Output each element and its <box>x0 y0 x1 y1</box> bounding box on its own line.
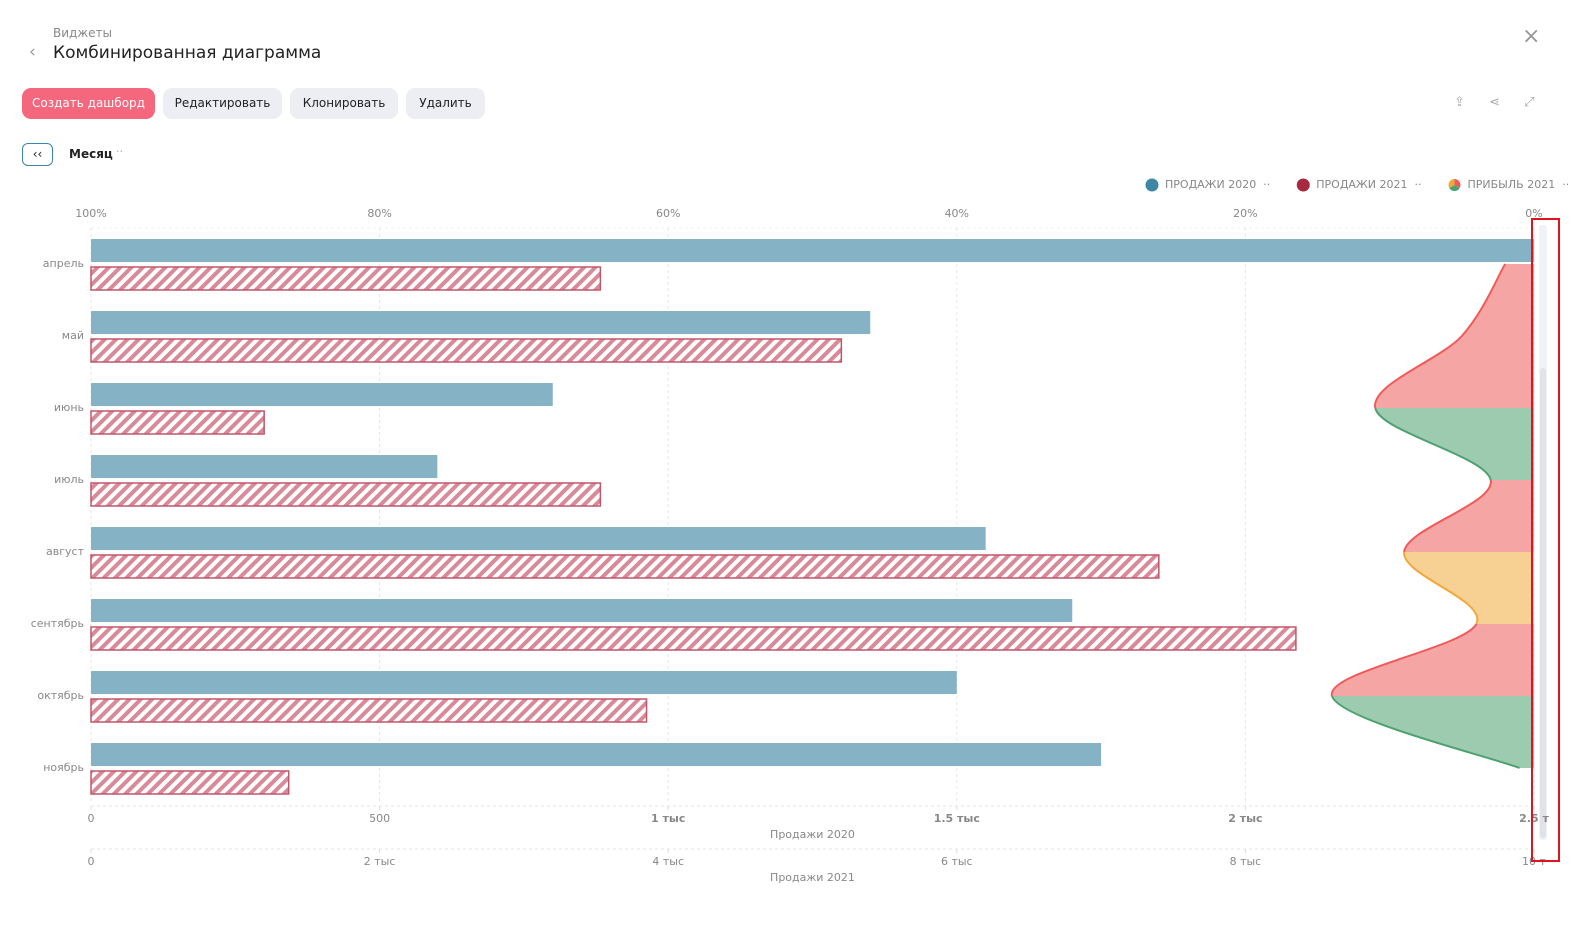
breadcrumb[interactable]: Виджеты <box>53 26 112 40</box>
top-tick-label: 100% <box>75 207 106 220</box>
y-tick-label: июль <box>54 473 84 486</box>
bar <box>90 482 602 507</box>
top-tick-label: 60% <box>656 207 680 220</box>
filter-label[interactable]: Месяц <box>69 147 113 161</box>
bar <box>91 239 1534 262</box>
bar <box>91 311 871 334</box>
bar <box>90 338 843 363</box>
y-tick-label: август <box>46 545 85 558</box>
legend-label: ПРИБЫЛЬ 2021 <box>1468 178 1556 191</box>
area-segment <box>1375 336 1534 408</box>
legend-swatch <box>1145 178 1159 192</box>
x-tick-label: 6 тыс <box>941 855 973 868</box>
back-icon[interactable]: ‹ <box>29 42 36 62</box>
y-tick-label: сентябрь <box>31 617 84 630</box>
area-segment <box>1404 552 1534 624</box>
y-tick-label: апрель <box>43 257 84 270</box>
share-icon[interactable]: ⋖ <box>1489 95 1500 110</box>
x-tick-label: 0 <box>88 812 95 825</box>
clone-button[interactable]: Клонировать <box>290 88 398 119</box>
bar <box>91 599 1073 622</box>
legend-swatch <box>1454 179 1461 188</box>
area-segment <box>1375 408 1534 480</box>
fullscreen-icon[interactable]: ⤢ <box>1524 95 1535 110</box>
area-segment <box>1461 264 1534 336</box>
highlight-box <box>1531 218 1560 862</box>
legend-dots: ·· <box>1263 178 1270 191</box>
bar <box>90 698 648 723</box>
legend-swatch <box>1296 178 1310 192</box>
bar <box>91 527 986 550</box>
collapse-button[interactable]: ‹‹ <box>22 143 53 166</box>
x-tick-label: 1 тыс <box>651 812 685 825</box>
area-outline <box>1374 335 1463 409</box>
x-tick-label: 8 тыс <box>1230 855 1262 868</box>
legend-label: ПРОДАЖИ 2021 <box>1316 178 1407 191</box>
legend-swatch <box>1448 179 1455 188</box>
bar <box>90 410 265 435</box>
bar <box>90 554 1160 579</box>
export-icon[interactable]: ⇪ <box>1454 95 1465 110</box>
area-segment <box>1404 480 1534 552</box>
area-outline <box>1403 551 1479 625</box>
bar <box>90 626 1297 651</box>
x-tick-label: 2 тыс <box>364 855 396 868</box>
bar <box>90 770 290 795</box>
bar <box>91 455 438 478</box>
x-tick-label: 0 <box>88 855 95 868</box>
area-segment <box>1331 624 1534 696</box>
x-tick-label: 1.5 тыс <box>934 812 980 825</box>
top-tick-label: 80% <box>367 207 391 220</box>
filter-dots[interactable]: ·· <box>116 145 123 158</box>
area-outline <box>1403 479 1492 553</box>
legend-dots: ·· <box>1415 178 1422 191</box>
area-outline <box>1461 263 1506 337</box>
x-tick-label: 2 тыс <box>1228 812 1262 825</box>
legend-label: ПРОДАЖИ 2020 <box>1165 178 1256 191</box>
x-tick-label: 4 тыс <box>652 855 684 868</box>
bar <box>90 266 602 291</box>
top-tick-label: 20% <box>1233 207 1257 220</box>
y-tick-label: май <box>62 329 84 342</box>
bar <box>91 383 553 406</box>
area-outline <box>1374 407 1492 481</box>
area-outline <box>1331 695 1520 769</box>
top-tick-label: 40% <box>945 207 969 220</box>
page-title: Комбинированная диаграмма <box>53 43 322 63</box>
area-outline <box>1330 623 1478 697</box>
legend-dots: ·· <box>1562 178 1569 191</box>
y-tick-label: октябрь <box>37 689 84 702</box>
axis-title: Продажи 2021 <box>770 871 855 884</box>
area-segment <box>1331 696 1534 768</box>
close-icon[interactable]: × <box>1522 24 1541 49</box>
scrollbar-thumb[interactable] <box>1540 368 1546 838</box>
x-tick-label: 2.5 т <box>1519 812 1549 825</box>
y-tick-label: ноябрь <box>43 761 84 774</box>
legend-swatch <box>1449 185 1460 192</box>
bar <box>91 743 1102 766</box>
bar <box>91 671 957 694</box>
y-tick-label: июнь <box>54 401 84 414</box>
x-tick-label: 500 <box>369 812 390 825</box>
top-tick-label: 0% <box>1525 207 1542 220</box>
edit-button[interactable]: Редактировать <box>163 88 282 119</box>
delete-button[interactable]: Удалить <box>406 88 485 119</box>
axis-title: Продажи 2020 <box>770 828 855 841</box>
create-button[interactable]: Создать дашборд <box>22 88 155 119</box>
